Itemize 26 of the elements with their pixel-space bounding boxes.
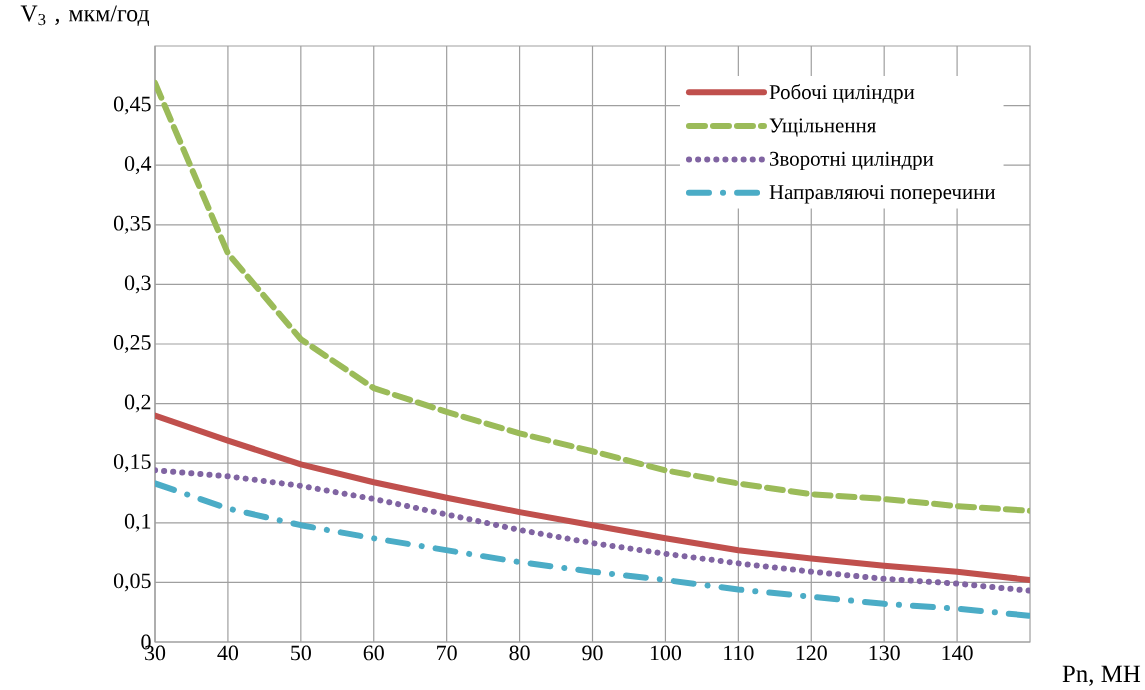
x-tick-label: 70 xyxy=(437,645,457,661)
legend-label: Направляючі поперечини xyxy=(769,185,996,204)
legend-label: Ущільнення xyxy=(769,118,876,137)
legend-label: Робочі циліндри xyxy=(769,84,915,104)
y-tick-label: 0,15 xyxy=(113,454,151,473)
y-tick-label: 0,2 xyxy=(124,394,151,413)
x-tick-label: 80 xyxy=(509,645,530,661)
x-tick-label: 120 xyxy=(796,645,827,661)
y-axis-title: V$_{3}$ , мкм/год xyxy=(20,5,150,26)
y-tick-label: 0,1 xyxy=(124,513,151,532)
y-tick-label: 0,05 xyxy=(113,573,151,592)
y-tick-label: 0,45 xyxy=(113,96,151,115)
x-tick-label: 100 xyxy=(650,645,682,661)
y-tick-label: 0,3 xyxy=(124,275,151,294)
x-tick-label: 110 xyxy=(724,645,754,661)
x-tick-label: 40 xyxy=(217,645,239,661)
y-tick-label: 0,35 xyxy=(113,215,151,234)
legend-label: Зворотні циліндри xyxy=(769,151,934,171)
x-tick-label: 130 xyxy=(869,645,900,661)
x-axis-title: Pn, МН xyxy=(1062,665,1141,686)
x-tick-label: 50 xyxy=(291,645,311,661)
x-tick-label: 60 xyxy=(363,645,384,661)
y-tick-label: 0,4 xyxy=(124,156,152,175)
y-tick-label: 0,25 xyxy=(113,335,151,353)
x-tick-label: 140 xyxy=(942,645,973,661)
x-tick-label: 90 xyxy=(582,645,603,661)
